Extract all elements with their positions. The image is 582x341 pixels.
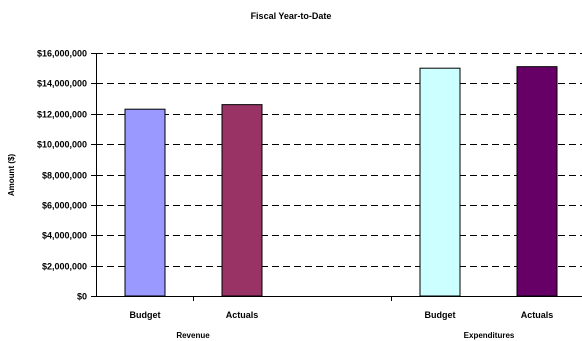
y-tick-label: $10,000,000 — [37, 140, 87, 150]
bar-expenditures-budget — [419, 67, 461, 297]
y-tick-label: $12,000,000 — [37, 110, 87, 120]
bar-expenditures-actuals — [516, 66, 558, 297]
x-tick-label: Actuals — [521, 310, 554, 320]
group-label: Expenditures — [464, 331, 515, 340]
x-tick-label: Budget — [425, 310, 456, 320]
y-axis-title: Amount ($) — [7, 154, 16, 197]
chart-title: Fiscal Year-to-Date — [251, 11, 332, 21]
y-tick-label: $0 — [77, 292, 87, 302]
y-tick-label: $4,000,000 — [42, 231, 87, 241]
y-tick-label: $8,000,000 — [42, 171, 87, 181]
y-tick-label: $16,000,000 — [37, 49, 87, 59]
bars — [124, 66, 558, 297]
x-tick-label: Actuals — [226, 310, 259, 320]
x-tick-label: Budget — [130, 310, 161, 320]
y-tick-label: $2,000,000 — [42, 262, 87, 272]
labels: $0 $2,000,000 $4,000,000 $6,000,000 $8,000,0… — [37, 49, 553, 341]
axes — [91, 53, 582, 301]
y-tick-label: $6,000,000 — [42, 201, 87, 211]
bar-revenue-budget — [124, 108, 166, 297]
bar-revenue-actuals — [221, 104, 263, 297]
gridlines — [96, 53, 582, 267]
y-tick-label: $14,000,000 — [37, 79, 87, 89]
group-label: Revenue — [176, 331, 210, 340]
